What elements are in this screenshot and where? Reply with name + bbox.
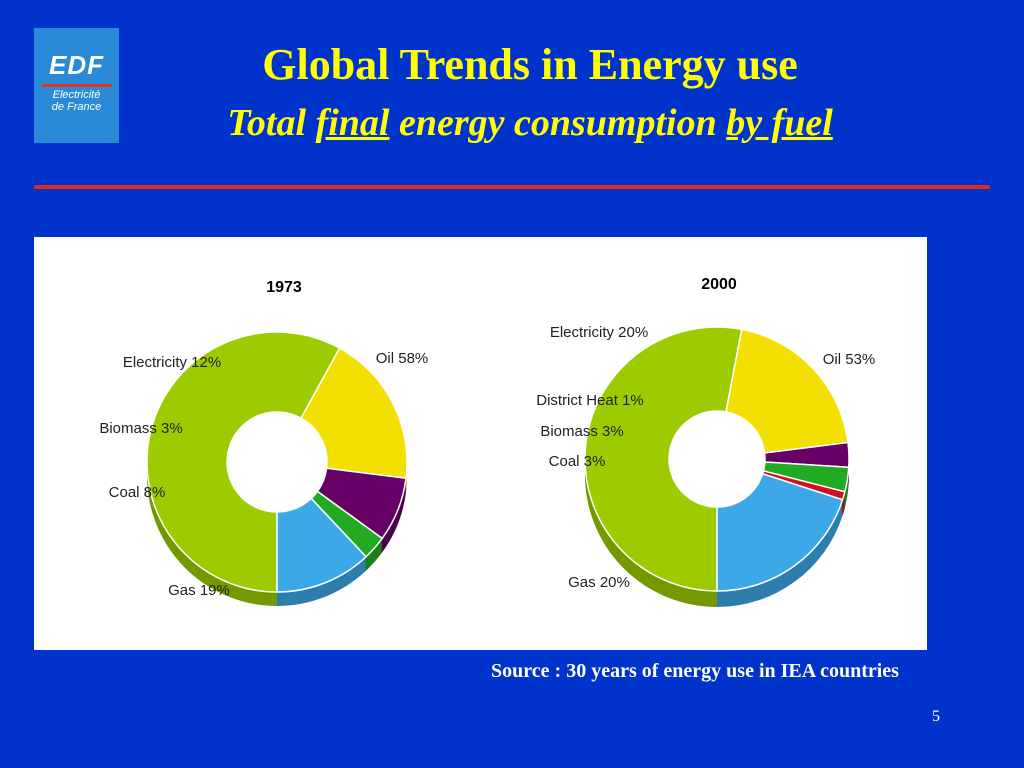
source-note: Source : 30 years of energy use in IEA c… [491,660,899,682]
edf-logo: EDF Electricité de France [34,28,119,143]
slide-title: Global Trends in Energy use [262,40,798,89]
chart-title: 1973 [266,279,302,296]
title-divider [34,185,990,189]
slice-label-coal: Coal 3% [549,453,606,470]
slice-label-gas: Gas 20% [568,574,630,591]
slice-label-oil: Oil 53% [823,351,876,368]
slice-label-electricity: Electricity 20% [550,324,648,341]
slice-label-oil: Oil 58% [376,350,429,367]
subtitle-by-fuel: by fuel [726,102,833,144]
chart-panel: 1973 Oil 58% Gas 19% Coal 8% Biomass 3% Elect… [34,237,927,650]
logo-subtitle-line2: de France [51,101,102,113]
slice-label-gas: Gas 19% [168,582,230,599]
slice-label-biomass: Biomass 3% [99,420,182,437]
slice-label-coal: Coal 8% [109,484,166,501]
slice-label-electricity: Electricity 12% [123,354,221,371]
slice-label-biomass: Biomass 3% [540,423,623,440]
subtitle-final: final [315,102,390,144]
slice-label-district-heat: District Heat 1% [536,392,644,409]
donut-chart-1973: 1973 Oil 58% Gas 19% Coal 8% Biomass 3% Elect… [99,279,428,606]
subtitle-part3: energy consumption [398,102,717,144]
donut-hole [669,411,765,507]
logo-subtitle: Electricité de France [34,89,119,113]
chart-title: 2000 [701,276,737,293]
subtitle-part1: Total [227,102,307,144]
donut-hole [227,412,327,512]
donut-chart-2000: 2000 Oil 53% Gas 20% Coal 3% Biomass 3% Distr… [536,276,875,607]
page-number: 5 [932,708,940,725]
logo-divider [42,84,112,87]
pie-charts-svg: 1973 Oil 58% Gas 19% Coal 8% Biomass 3% Elect… [99,276,875,607]
logo-subtitle-line1: Electricité [52,89,101,101]
logo-wordmark: EDF [49,50,104,80]
slide-subtitle: Total final energy consumption by fuel [130,100,930,146]
